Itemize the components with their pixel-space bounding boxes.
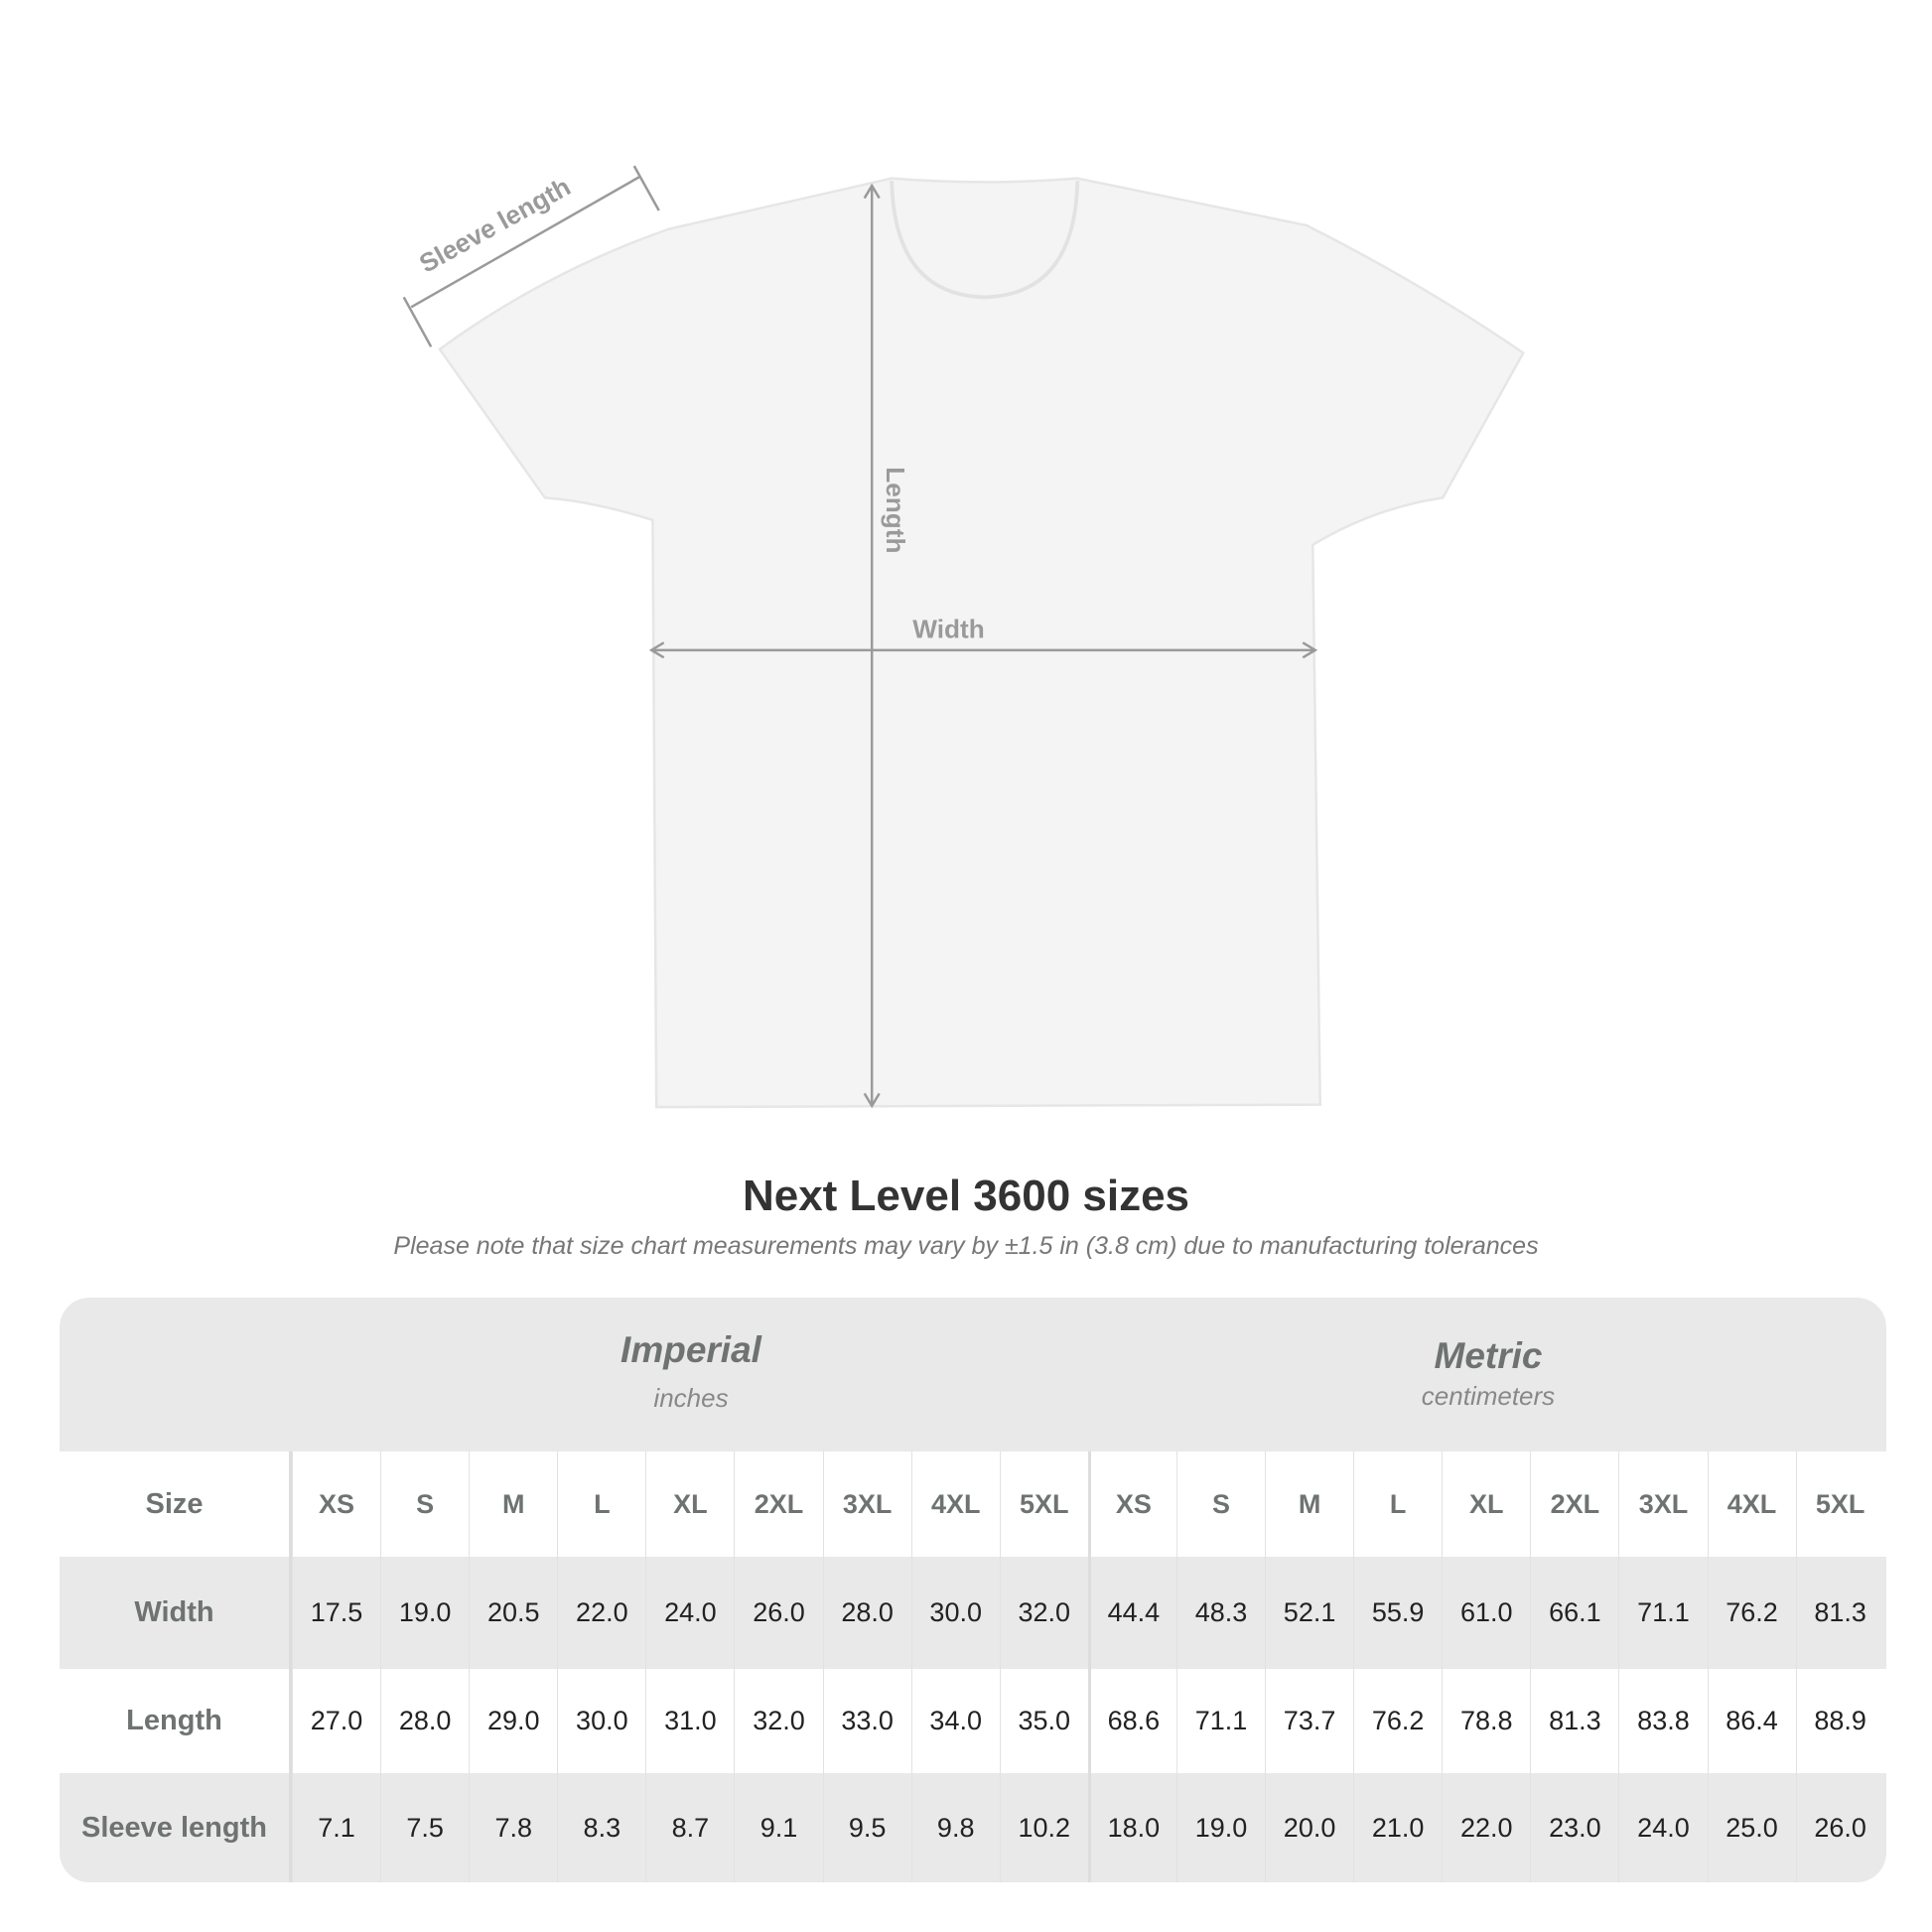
metric-value: 81.3 xyxy=(1795,1557,1884,1669)
row-label: Length xyxy=(60,1669,292,1773)
table-row: Length 27.0 28.0 29.0 30.0 31.0 32.0 33.0 34.0 35… xyxy=(60,1669,1886,1773)
metric-value: 23.0 xyxy=(1530,1773,1618,1882)
imperial-value: 28.0 xyxy=(822,1557,911,1669)
imperial-value: 32.0 xyxy=(734,1669,822,1773)
table-row: Width 17.5 19.0 20.5 22.0 24.0 26.0 28.0 30.0 32.… xyxy=(60,1557,1886,1669)
metric-size-4XL: 4XL xyxy=(1707,1451,1796,1557)
imperial-value: 9.8 xyxy=(910,1773,1000,1882)
imperial-value: 26.0 xyxy=(734,1557,822,1669)
page-title: Next Level 3600 sizes xyxy=(742,1172,1190,1220)
imperial-value: 7.8 xyxy=(469,1773,557,1882)
imperial-size-5XL: 5XL xyxy=(999,1451,1088,1557)
imperial-value: 8.3 xyxy=(557,1773,645,1882)
imperial-value: 34.0 xyxy=(910,1669,1000,1773)
imperial-value: 19.0 xyxy=(380,1557,469,1669)
imperial-value: 32.0 xyxy=(999,1557,1088,1669)
imperial-value: 7.5 xyxy=(380,1773,469,1882)
metric-unit: centimeters xyxy=(1421,1381,1556,1411)
imperial-value: 28.0 xyxy=(380,1669,469,1773)
width-label: Width xyxy=(912,614,984,643)
metric-value: 26.0 xyxy=(1795,1773,1884,1882)
length-label: Length xyxy=(881,467,910,553)
imperial-value: 27.0 xyxy=(292,1669,380,1773)
metric-value: 22.0 xyxy=(1442,1773,1530,1882)
tshirt-shape xyxy=(438,177,1525,1109)
imperial-value: 24.0 xyxy=(645,1557,734,1669)
metric-value: 21.0 xyxy=(1353,1773,1442,1882)
imperial-size-3XL: 3XL xyxy=(822,1451,911,1557)
metric-value: 83.8 xyxy=(1618,1669,1707,1773)
metric-value: 25.0 xyxy=(1707,1773,1796,1882)
metric-value: 48.3 xyxy=(1175,1557,1265,1669)
tolerance-note: Please note that size chart measurements… xyxy=(393,1232,1539,1260)
imperial-title: Imperial xyxy=(621,1329,761,1370)
metric-size-2XL: 2XL xyxy=(1530,1451,1618,1557)
metric-size-L: L xyxy=(1353,1451,1442,1557)
imperial-value: 10.2 xyxy=(999,1773,1088,1882)
metric-value: 71.1 xyxy=(1175,1669,1265,1773)
metric-size-XS: XS xyxy=(1087,1451,1176,1557)
imperial-value: 7.1 xyxy=(292,1773,380,1882)
imperial-value: 8.7 xyxy=(645,1773,734,1882)
imperial-size-XS: XS xyxy=(292,1451,380,1557)
collar xyxy=(890,181,1080,300)
metric-value: 78.8 xyxy=(1442,1669,1530,1773)
metric-header: Metric centimeters xyxy=(1090,1298,1886,1451)
row-label: Sleeve length xyxy=(60,1773,292,1882)
metric-value: 86.4 xyxy=(1707,1669,1796,1773)
imperial-size-L: L xyxy=(557,1451,645,1557)
imperial-value: 29.0 xyxy=(469,1669,557,1773)
imperial-value: 9.5 xyxy=(822,1773,911,1882)
metric-value: 24.0 xyxy=(1618,1773,1707,1882)
metric-value: 18.0 xyxy=(1087,1773,1176,1882)
imperial-size-2XL: 2XL xyxy=(734,1451,822,1557)
imperial-size-4XL: 4XL xyxy=(910,1451,1000,1557)
metric-value: 20.0 xyxy=(1265,1773,1353,1882)
metric-title: Metric xyxy=(1434,1335,1543,1376)
metric-size-5XL: 5XL xyxy=(1795,1451,1884,1557)
imperial-value: 22.0 xyxy=(557,1557,645,1669)
imperial-value: 31.0 xyxy=(645,1669,734,1773)
metric-value: 68.6 xyxy=(1087,1669,1176,1773)
metric-value: 19.0 xyxy=(1175,1773,1265,1882)
metric-value: 44.4 xyxy=(1087,1557,1176,1669)
metric-value: 88.9 xyxy=(1795,1669,1884,1773)
size-table: Imperial inches Metric centimeters Size X… xyxy=(60,1298,1886,1882)
sleeve-arrow xyxy=(410,176,640,309)
metric-size-M: M xyxy=(1265,1451,1353,1557)
metric-value: 76.2 xyxy=(1707,1557,1796,1669)
imperial-size-XL: XL xyxy=(645,1451,734,1557)
imperial-size-M: M xyxy=(469,1451,557,1557)
metric-value: 76.2 xyxy=(1353,1669,1442,1773)
imperial-value: 30.0 xyxy=(910,1557,1000,1669)
imperial-value: 30.0 xyxy=(557,1669,645,1773)
row-label: Size xyxy=(60,1451,292,1557)
imperial-unit: inches xyxy=(653,1383,729,1413)
imperial-value: 35.0 xyxy=(999,1669,1088,1773)
sleeve-label: Sleeve length xyxy=(414,172,575,279)
imperial-value: 33.0 xyxy=(822,1669,911,1773)
metric-value: 61.0 xyxy=(1442,1557,1530,1669)
metric-size-3XL: 3XL xyxy=(1618,1451,1707,1557)
table-row: Sleeve length 7.1 7.5 7.8 8.3 8.7 9.1 9.5 9.8 10.… xyxy=(60,1773,1886,1882)
imperial-header: Imperial inches xyxy=(292,1298,1090,1451)
row-label: Width xyxy=(60,1557,292,1669)
imperial-value: 20.5 xyxy=(469,1557,557,1669)
tshirt-diagram: Sleeve length Length Width xyxy=(402,165,1525,1109)
metric-value: 52.1 xyxy=(1265,1557,1353,1669)
imperial-size-S: S xyxy=(380,1451,469,1557)
metric-value: 73.7 xyxy=(1265,1669,1353,1773)
size-header-row: Size XS S M L XL 2XL 3XL 4XL 5XL XS S M L XL 2XL 3XL 4XL 5… xyxy=(60,1451,1886,1557)
metric-value: 55.9 xyxy=(1353,1557,1442,1669)
imperial-value: 9.1 xyxy=(734,1773,822,1882)
metric-value: 81.3 xyxy=(1530,1669,1618,1773)
metric-value: 71.1 xyxy=(1618,1557,1707,1669)
metric-size-S: S xyxy=(1175,1451,1265,1557)
imperial-value: 17.5 xyxy=(292,1557,380,1669)
metric-size-XL: XL xyxy=(1442,1451,1530,1557)
metric-value: 66.1 xyxy=(1530,1557,1618,1669)
